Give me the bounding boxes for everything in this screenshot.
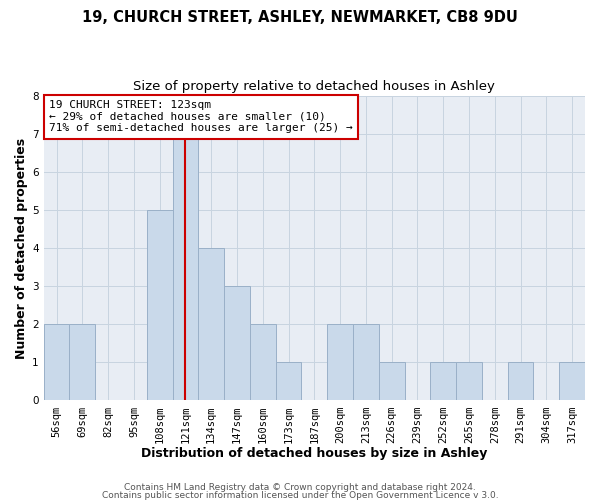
Bar <box>430 362 456 401</box>
Text: 19 CHURCH STREET: 123sqm
← 29% of detached houses are smaller (10)
71% of semi-d: 19 CHURCH STREET: 123sqm ← 29% of detach… <box>49 100 353 134</box>
Bar <box>250 324 275 400</box>
X-axis label: Distribution of detached houses by size in Ashley: Distribution of detached houses by size … <box>141 447 488 460</box>
Bar <box>456 362 482 401</box>
Y-axis label: Number of detached properties: Number of detached properties <box>15 138 28 358</box>
Bar <box>199 248 224 400</box>
Text: Contains HM Land Registry data © Crown copyright and database right 2024.: Contains HM Land Registry data © Crown c… <box>124 484 476 492</box>
Title: Size of property relative to detached houses in Ashley: Size of property relative to detached ho… <box>133 80 495 93</box>
Text: 19, CHURCH STREET, ASHLEY, NEWMARKET, CB8 9DU: 19, CHURCH STREET, ASHLEY, NEWMARKET, CB… <box>82 10 518 25</box>
Bar <box>379 362 404 401</box>
Bar <box>173 134 199 400</box>
Text: Contains public sector information licensed under the Open Government Licence v : Contains public sector information licen… <box>101 490 499 500</box>
Bar <box>147 210 173 400</box>
Bar <box>353 324 379 400</box>
Bar <box>559 362 585 401</box>
Bar <box>44 324 70 400</box>
Bar <box>508 362 533 401</box>
Bar <box>327 324 353 400</box>
Bar <box>70 324 95 400</box>
Bar <box>275 362 301 401</box>
Bar <box>224 286 250 401</box>
